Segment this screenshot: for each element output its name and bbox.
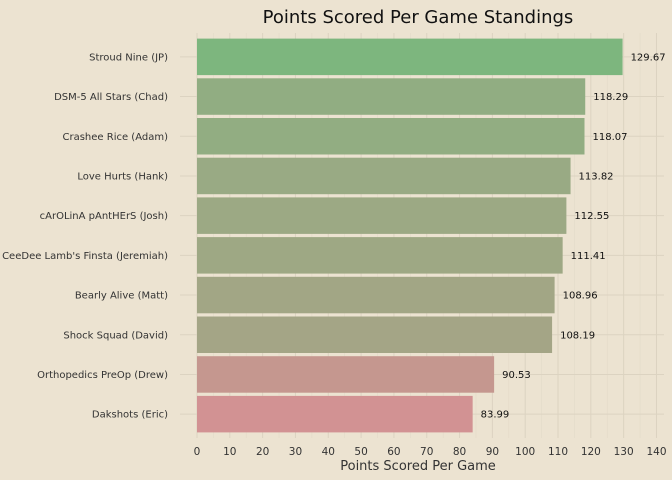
bar [197,356,495,393]
category-label: Crashee Rice (Adam) [63,132,169,143]
bar [197,78,586,115]
category-label: CeeDee Lamb's Finsta (Jeremiah) [2,251,168,262]
bar-value-label: 129.67 [631,52,666,63]
bar-value-label: 108.19 [560,330,595,341]
bar [197,276,555,314]
bar-value-label: 90.53 [502,370,531,381]
x-tick-label: 90 [486,446,499,458]
category-label: Love Hurts (Hank) [77,171,168,182]
category-label: DSM-5 All Stars (Chad) [54,92,168,103]
x-tick-label: 50 [354,446,367,458]
category-label: cArOLinA pAntHErS (Josh) [40,211,168,222]
bar [197,316,553,353]
x-tick-label: 20 [256,446,269,458]
bar [197,197,567,234]
bar-value-label: 118.29 [593,92,628,103]
bar-value-label: 83.99 [481,410,510,421]
x-tick-label: 10 [223,446,236,458]
bar-value-label: 113.82 [579,171,614,182]
x-axis-title: Points Scored Per Game [340,459,496,474]
x-tick-label: 120 [581,446,601,458]
x-tick-label: 100 [515,446,535,458]
bar [197,118,585,155]
bar [197,237,563,274]
bars: 129.67 118.29 118.07 113.82 112.55 111.41 108.… [197,38,666,433]
x-tick-label: 130 [614,446,634,458]
bar-value-label: 118.07 [593,132,628,143]
x-tick-label: 80 [453,446,466,458]
bar-value-label: 112.55 [574,211,609,222]
chart-title: Points Scored Per Game Standings [263,7,574,28]
bar [197,157,571,195]
x-tick-label: 70 [420,446,433,458]
x-tick-label: 60 [387,446,400,458]
category-label: Shock Squad (David) [63,330,168,341]
category-label: Dakshots (Eric) [92,410,168,421]
x-axis-ticks: 0 10 20 30 40 50 60 70 80 90 100 110 120 130 140 [194,446,667,458]
category-label: Orthopedics PreOp (Drew) [37,370,168,381]
bar [197,395,473,433]
x-tick-label: 140 [646,446,666,458]
category-label: Bearly Alive (Matt) [75,291,168,302]
bar-value-label: 111.41 [571,251,606,262]
bar-value-label: 108.96 [563,291,598,302]
x-tick-label: 110 [548,446,568,458]
x-tick-label: 30 [289,446,302,458]
x-tick-label: 0 [194,446,201,458]
bar [197,38,623,76]
category-labels: Stroud Nine (JP) DSM-5 All Stars (Chad) Cr… [2,52,168,420]
category-label: Stroud Nine (JP) [89,52,168,63]
x-tick-label: 40 [322,446,335,458]
